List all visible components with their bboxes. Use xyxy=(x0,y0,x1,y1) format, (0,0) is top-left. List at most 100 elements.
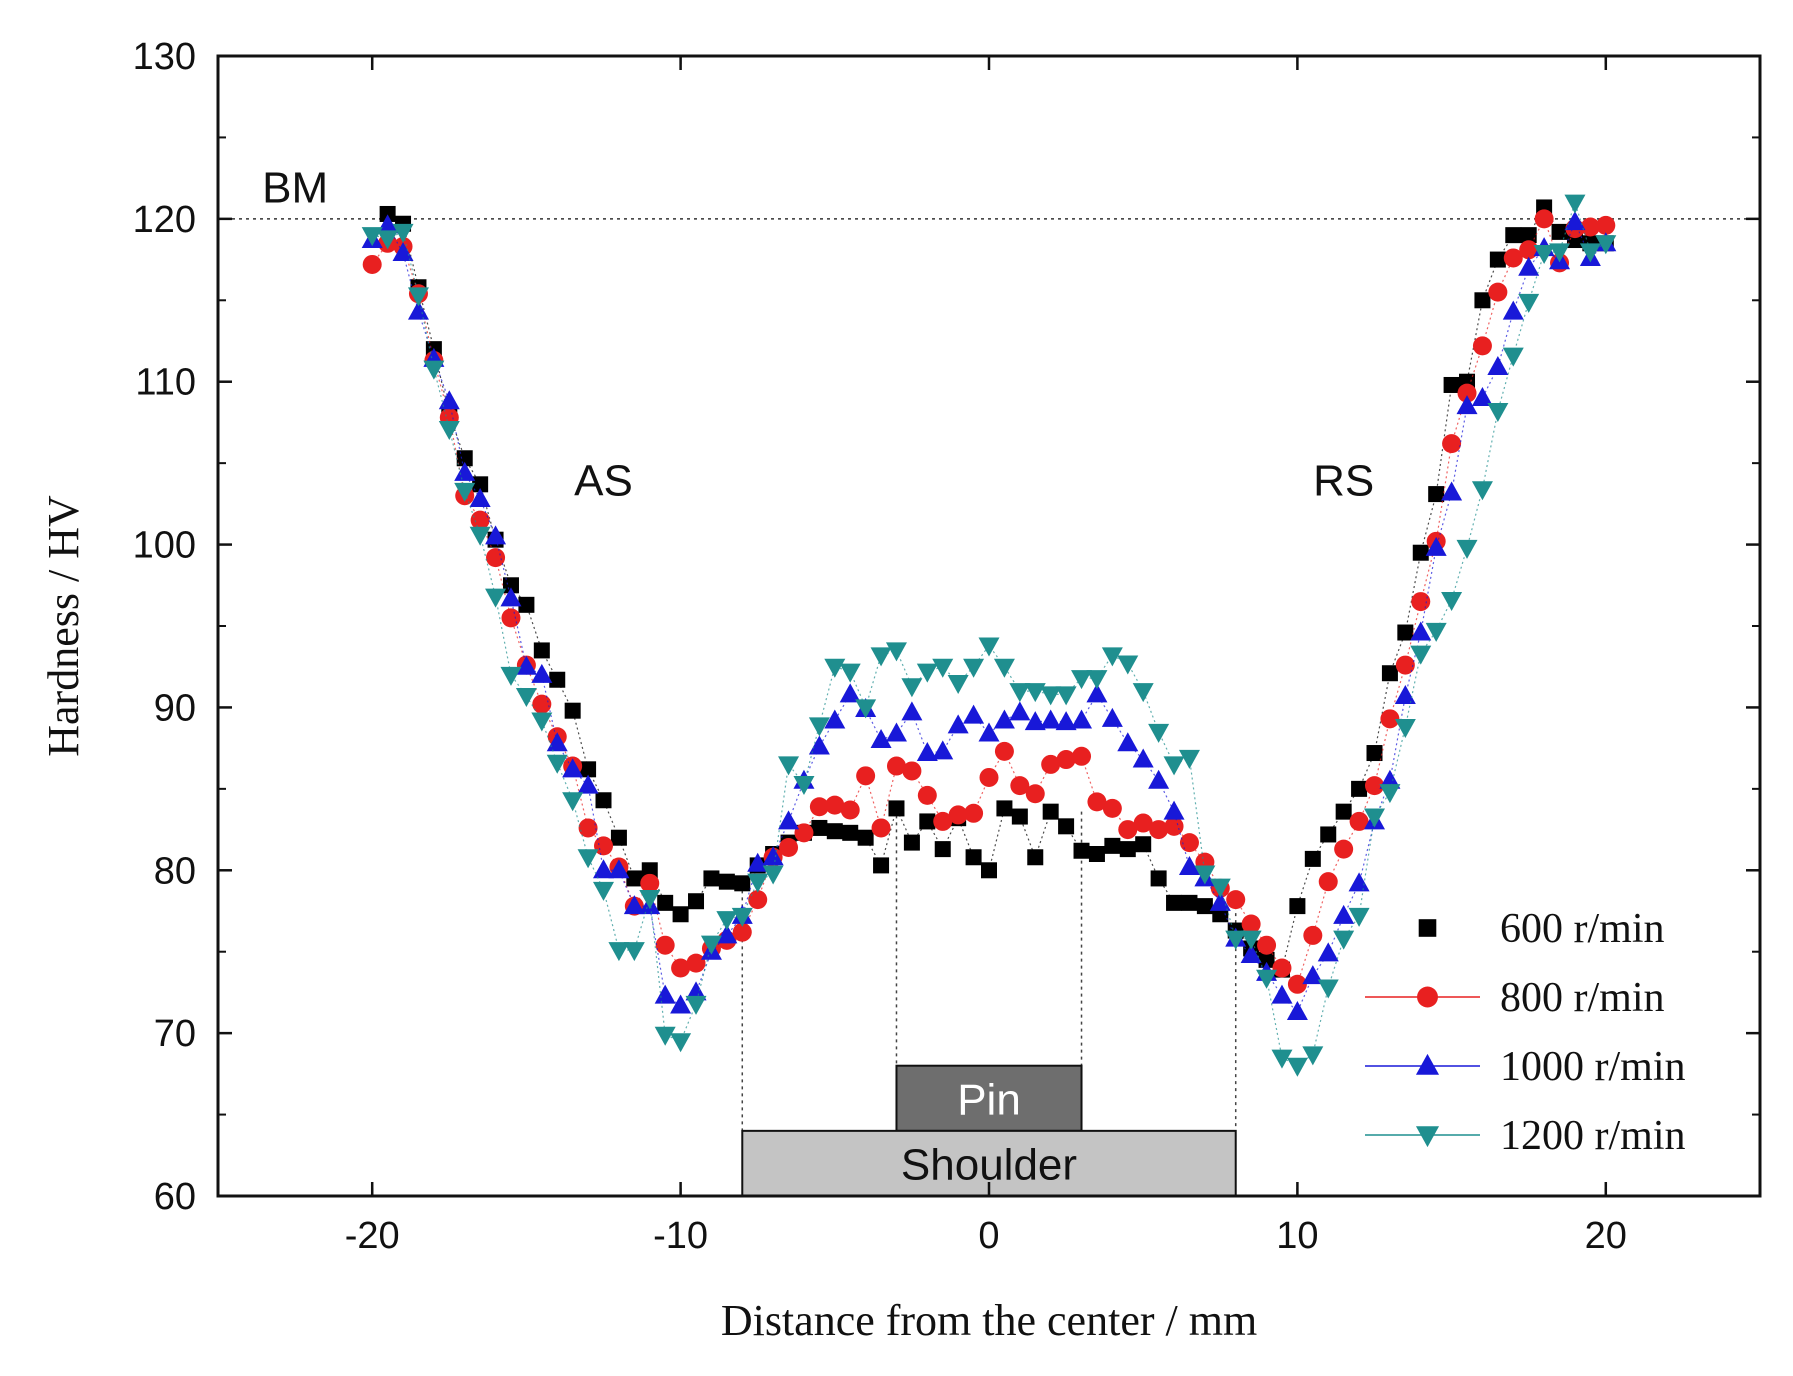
legend-entry: 800 r/min xyxy=(1365,975,1665,1021)
data-point xyxy=(1533,245,1555,265)
data-point xyxy=(703,870,720,887)
data-point xyxy=(919,813,936,830)
data-point xyxy=(595,792,612,809)
data-point xyxy=(1118,820,1138,840)
data-point xyxy=(546,732,568,752)
data-point xyxy=(1318,872,1338,892)
data-point xyxy=(825,795,845,815)
data-point xyxy=(1040,709,1062,729)
data-point xyxy=(1027,849,1044,866)
data-point xyxy=(1071,709,1093,729)
data-point xyxy=(641,862,658,879)
data-point xyxy=(657,894,674,911)
data-point xyxy=(762,846,784,866)
data-point xyxy=(978,637,1000,657)
data-point xyxy=(947,714,969,734)
data-point xyxy=(734,875,751,892)
y-tick-label: 110 xyxy=(135,362,196,404)
data-point xyxy=(794,823,814,843)
data-point xyxy=(1487,403,1509,423)
data-point xyxy=(700,935,722,955)
data-point xyxy=(1471,481,1493,501)
data-point xyxy=(857,829,874,846)
data-point xyxy=(472,476,489,493)
data-point xyxy=(917,785,937,805)
data-point xyxy=(996,800,1013,817)
data-point xyxy=(407,300,429,320)
data-point xyxy=(1349,811,1369,831)
series-line xyxy=(371,217,1606,986)
data-point xyxy=(888,800,905,817)
data-point xyxy=(610,829,627,846)
data-point xyxy=(608,942,630,962)
data-point xyxy=(1366,745,1383,762)
data-point xyxy=(1209,891,1231,911)
data-point xyxy=(811,819,828,836)
data-point xyxy=(655,935,675,955)
data-point xyxy=(1209,878,1231,898)
data-point xyxy=(454,482,476,502)
data-point xyxy=(809,797,829,817)
data-point xyxy=(981,862,997,879)
data-point xyxy=(1333,904,1355,924)
series-layer xyxy=(361,194,1617,1077)
data-point xyxy=(1164,816,1184,836)
data-point xyxy=(1395,655,1415,675)
data-point xyxy=(407,287,429,307)
series-3 xyxy=(361,194,1617,1077)
data-point xyxy=(470,510,490,530)
data-point xyxy=(685,981,707,1001)
legend-marker xyxy=(1417,986,1438,1008)
data-point xyxy=(978,722,1000,742)
data-point xyxy=(502,577,519,594)
data-point xyxy=(1240,930,1262,950)
data-point xyxy=(1181,894,1198,911)
data-point xyxy=(562,758,584,778)
data-point xyxy=(361,227,383,247)
data-point xyxy=(1272,958,1292,978)
data-point xyxy=(1073,842,1090,859)
annotation-rs: RS xyxy=(1313,456,1374,505)
data-point xyxy=(1178,856,1200,876)
data-point xyxy=(379,205,396,222)
data-point xyxy=(1011,808,1028,825)
data-point xyxy=(1425,622,1447,642)
data-point xyxy=(1519,240,1539,260)
y-tick-label: 70 xyxy=(154,1013,196,1055)
data-point xyxy=(688,893,705,910)
data-point xyxy=(1178,749,1200,769)
data-point xyxy=(732,922,752,942)
data-point xyxy=(1102,798,1122,818)
data-point xyxy=(1410,645,1432,665)
data-point xyxy=(1024,711,1046,731)
data-point xyxy=(1148,723,1170,743)
data-point xyxy=(1055,711,1077,731)
data-point xyxy=(1411,592,1431,612)
data-point xyxy=(793,775,815,795)
data-point xyxy=(456,450,473,467)
data-point xyxy=(747,873,769,893)
data-point xyxy=(1564,194,1586,214)
data-point xyxy=(1505,227,1522,244)
data-point xyxy=(578,818,598,838)
data-point xyxy=(639,889,661,909)
data-point xyxy=(1117,732,1139,752)
data-point xyxy=(1471,387,1493,406)
y-tick-label: 120 xyxy=(133,199,196,241)
data-point xyxy=(500,666,522,686)
data-point xyxy=(1412,544,1429,561)
x-tick-label: 10 xyxy=(1276,1215,1318,1257)
data-point xyxy=(1302,1046,1324,1066)
data-point xyxy=(1441,481,1463,501)
data-point xyxy=(485,588,507,608)
data-point xyxy=(1442,434,1462,454)
data-point xyxy=(423,360,445,380)
data-point xyxy=(1087,792,1107,812)
data-point xyxy=(1348,907,1370,927)
data-point xyxy=(377,214,399,234)
data-point xyxy=(1520,227,1537,244)
data-point xyxy=(1056,750,1076,770)
legend-entry: 1000 r/min xyxy=(1365,1044,1686,1090)
data-point xyxy=(779,837,799,857)
